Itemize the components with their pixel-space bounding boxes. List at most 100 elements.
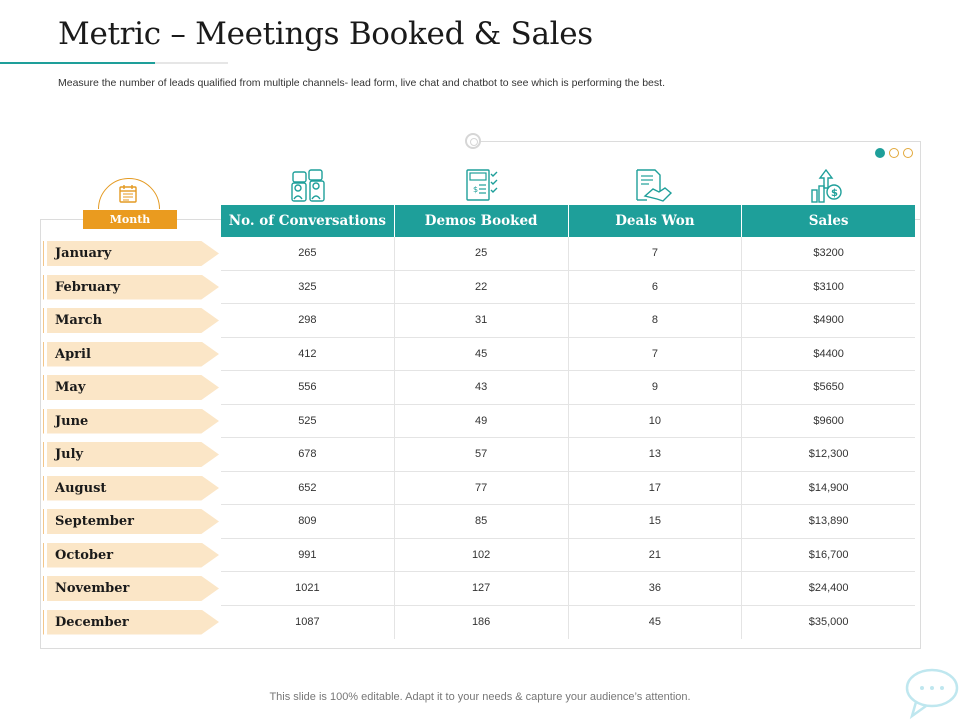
cell-demos-booked: 43	[395, 371, 569, 404]
month-label: April	[55, 346, 91, 362]
month-label: January	[55, 246, 112, 261]
month-chip: April	[43, 341, 219, 367]
cell-sales: $13,890	[808, 515, 849, 527]
cell-sales: $3100	[813, 280, 844, 293]
cell-conversations: 809	[221, 505, 395, 538]
cell-demos-booked: 25	[395, 237, 569, 270]
table-body: 265 25 7 $3200 325 22 6 $3100 298 31 8 $4900 412 45 7 $…	[221, 237, 915, 639]
cell-deals-won: 7	[569, 237, 743, 270]
header-deals-won: Deals Won	[568, 205, 743, 237]
cell-deals-won: 21	[569, 538, 743, 571]
table-row: 652 77 17 $14,900	[221, 471, 915, 505]
cell-demos-booked: 49	[395, 404, 569, 437]
month-chip: October	[43, 542, 219, 568]
document-checklist-icon: $	[466, 169, 498, 201]
cell-sales: $12,300	[808, 448, 849, 460]
month-label: December	[55, 614, 129, 630]
month-chip: November	[43, 576, 219, 601]
month-chip: May	[43, 375, 219, 400]
cell-demos-booked: 186	[395, 605, 569, 639]
month-chip: January	[43, 241, 219, 266]
pager-dots	[875, 148, 913, 158]
pager-dot	[889, 148, 899, 158]
table-row: 678 57 13 $12,300	[221, 438, 915, 472]
month-chip: June	[43, 408, 219, 434]
month-chip: July	[43, 442, 219, 467]
table-row: 1021 127 36 $24,400	[221, 572, 915, 606]
month-chip: September	[43, 509, 219, 534]
cell-deals-won: 15	[569, 505, 743, 538]
table-header: No. of Conversations Demos Booked Deals …	[221, 205, 915, 237]
month-chip: December	[43, 609, 219, 635]
table-row: 809 85 15 $13,890	[221, 505, 915, 539]
cell-deals-won: 13	[569, 438, 743, 471]
cell-sales: $4400	[813, 347, 844, 360]
cell-demos-booked: 22	[395, 270, 569, 303]
handshake-contract-icon	[636, 169, 673, 202]
cell-sales: $3200	[813, 247, 844, 259]
cell-sales: $5650	[813, 381, 844, 393]
cell-demos-booked: 57	[395, 438, 569, 471]
cell-conversations: 325	[221, 270, 395, 303]
cell-demos-booked: 31	[395, 304, 569, 337]
table-row: 556 43 9 $5650	[221, 371, 915, 405]
month-chip: August	[43, 475, 219, 501]
table-row: 265 25 7 $3200	[221, 237, 915, 271]
cell-demos-booked: 77	[395, 471, 569, 504]
metrics-table: No. of Conversations Demos Booked Deals …	[221, 205, 915, 639]
cell-deals-won: 10	[569, 404, 743, 437]
top-frame	[478, 141, 921, 221]
cell-conversations: 652	[221, 471, 395, 504]
cell-sales: $9600	[813, 414, 844, 427]
cell-deals-won: 36	[569, 572, 743, 605]
cell-conversations: 525	[221, 404, 395, 437]
cell-deals-won: 6	[569, 270, 743, 303]
page-subtitle: Measure the number of leads qualified fr…	[58, 77, 665, 89]
month-chip: February	[43, 274, 219, 300]
month-label: October	[55, 547, 114, 563]
cell-deals-won: 17	[569, 471, 743, 504]
month-label: May	[55, 380, 86, 395]
table-row: 298 31 8 $4900	[221, 304, 915, 338]
dollar-growth-icon: $	[811, 168, 842, 203]
table-row: 325 22 6 $3100	[221, 270, 915, 304]
pager-dot	[875, 148, 885, 158]
cell-deals-won: 8	[569, 304, 743, 337]
ring-ornament	[465, 133, 481, 149]
cell-demos-booked: 85	[395, 505, 569, 538]
table-row: 991 102 21 $16,700	[221, 538, 915, 572]
cell-conversations: 1087	[221, 605, 395, 639]
calendar-icon	[119, 185, 137, 203]
header-demos-booked: Demos Booked	[394, 205, 569, 237]
cell-demos-booked: 102	[395, 538, 569, 571]
table-row: 1087 186 45 $35,000	[221, 605, 915, 639]
cell-sales: $16,700	[808, 548, 849, 561]
cell-conversations: 678	[221, 438, 395, 471]
footer-note: This slide is 100% editable. Adapt it to…	[269, 691, 691, 703]
cell-sales: $14,900	[808, 481, 849, 494]
cell-sales: $4900	[813, 314, 844, 326]
cell-conversations: 991	[221, 538, 395, 571]
month-chip: March	[43, 308, 219, 333]
cell-conversations: 298	[221, 304, 395, 337]
svg-text:$: $	[831, 188, 838, 199]
cell-sales: $35,000	[808, 615, 849, 628]
month-label: June	[55, 413, 89, 429]
month-label: August	[55, 480, 107, 496]
month-label: February	[55, 279, 121, 295]
svg-text:$: $	[473, 185, 478, 194]
cell-deals-won: 7	[569, 337, 743, 370]
month-header: Month	[83, 210, 177, 229]
cell-deals-won: 9	[569, 371, 743, 404]
pager-dot	[903, 148, 913, 158]
cell-conversations: 412	[221, 337, 395, 370]
chat-bubble-icon	[905, 668, 959, 720]
chat-people-icon	[291, 169, 325, 202]
title-underline	[0, 62, 228, 64]
page-title: Metric – Meetings Booked & Sales	[58, 16, 593, 52]
month-label: September	[55, 514, 134, 529]
cell-deals-won: 45	[569, 605, 743, 639]
table-row: 525 49 10 $9600	[221, 404, 915, 438]
month-label: March	[55, 313, 103, 328]
cell-sales: $24,400	[808, 582, 849, 594]
